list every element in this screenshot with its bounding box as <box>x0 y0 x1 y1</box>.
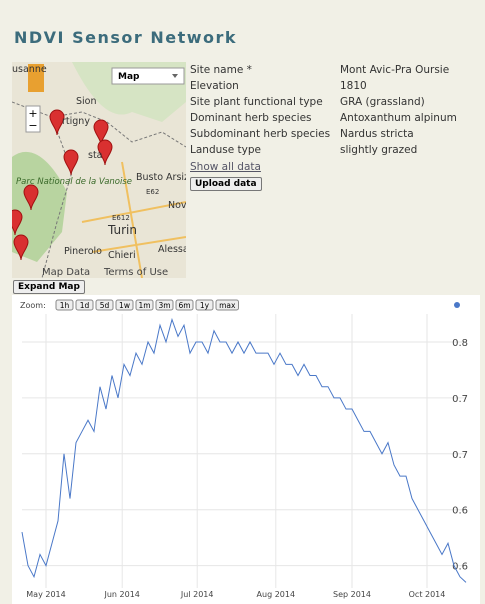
zoom-button-label[interactable]: 1y <box>200 301 210 310</box>
y-tick-label: 0.6 <box>452 562 468 573</box>
map-type: Map <box>118 72 140 82</box>
show-all-data[interactable]: Show all data <box>190 161 261 173</box>
field-label: Site name * <box>190 64 252 76</box>
zoom-button[interactable] <box>215 299 239 311</box>
zoom-button-label[interactable]: 5d <box>100 301 110 310</box>
ndvi-line <box>21 317 467 583</box>
zoom-button-label[interactable]: 1w <box>119 301 130 310</box>
legend-dot <box>454 302 460 308</box>
place: Chieri <box>108 250 136 261</box>
zoom-button-label[interactable]: max <box>219 301 236 310</box>
zoom-button[interactable] <box>135 299 154 311</box>
place: Parc National de la Vanoise <box>16 177 132 187</box>
zoom-button[interactable] <box>95 299 114 311</box>
zoom-button-label[interactable]: 1m <box>138 301 150 310</box>
place: rtigny <box>62 116 90 127</box>
field-value: Nardus stricta <box>340 128 414 140</box>
y-tick-label: 0.8 <box>452 338 468 349</box>
x-tick-label: Jun 2014 <box>103 590 139 599</box>
title: NDVI Sensor Network <box>14 28 238 47</box>
chart: Zoom: 1h 1d 5d 1w 1m 3m 6m 1y max 0.8 0.7 0.7 0.6 0.6 M… <box>12 295 480 604</box>
zoom-button-label[interactable]: 6m <box>178 301 190 310</box>
field-label: Dominant herb species <box>190 112 312 124</box>
place: Alessan <box>158 244 186 255</box>
zoom-in[interactable]: + <box>28 107 37 120</box>
x-tick-label: May 2014 <box>26 590 65 599</box>
zoom-button[interactable] <box>195 299 214 311</box>
x-tick-label: Oct 2014 <box>409 590 446 599</box>
x-tick-label: Sep 2014 <box>333 590 371 599</box>
zoom-out[interactable]: − <box>28 119 37 132</box>
field-label: Site plant functional type <box>190 96 323 108</box>
field-value: GRA (grassland) <box>340 96 425 108</box>
field-value: Mont Avic-Pra Oursie <box>340 64 450 76</box>
place: Nova <box>168 200 186 211</box>
zoom-button[interactable] <box>115 299 134 311</box>
place: Pinerolo <box>64 246 102 257</box>
zoom-button[interactable] <box>155 299 174 311</box>
field-label: Subdominant herb species <box>190 128 331 140</box>
zoom-button-label[interactable]: 1d <box>80 301 90 310</box>
road <box>81 161 186 278</box>
pegman[interactable] <box>28 64 44 92</box>
zoom-button[interactable] <box>55 299 74 311</box>
y-tick-label: 0.6 <box>452 506 468 517</box>
place: Sion <box>76 96 97 107</box>
map-data[interactable]: Map Data <box>42 267 90 278</box>
road-label: E62 <box>146 188 159 196</box>
field-label: Landuse type <box>190 144 261 156</box>
map-type-select[interactable] <box>111 67 185 85</box>
park <box>12 151 67 262</box>
road-label: E612 <box>112 214 130 222</box>
dropdown-arrow <box>172 74 178 78</box>
place: usanne <box>12 64 47 75</box>
zoom-label: Zoom: <box>20 301 46 310</box>
zoom-button[interactable] <box>75 299 94 311</box>
field-value: slightly grazed <box>340 144 418 156</box>
zoom-control[interactable] <box>25 105 41 133</box>
zoom-button-label[interactable]: 3m <box>158 301 170 310</box>
x-tick-label: Jul 2014 <box>180 590 214 599</box>
markers <box>12 109 113 261</box>
place: sta <box>88 150 103 161</box>
field-value: Antoxanthum alpinum <box>340 112 457 124</box>
y-tick-label: 0.7 <box>452 394 468 405</box>
field-value: 1810 <box>340 80 367 92</box>
place: Turin <box>107 223 137 237</box>
upload-data[interactable]: Upload data <box>190 177 262 191</box>
place: Busto Arsiz <box>136 172 186 183</box>
map[interactable]: + − Map usanne Sion rtigny sta Busto Ars… <box>12 62 186 278</box>
terms-of-use[interactable]: Terms of Use <box>103 267 168 278</box>
zoom-button[interactable] <box>175 299 194 311</box>
zoom-button-label[interactable]: 1h <box>60 301 70 310</box>
x-tick-label: Aug 2014 <box>257 590 296 599</box>
y-tick-label: 0.7 <box>452 450 468 461</box>
field-label: Elevation <box>190 80 239 92</box>
expand-map[interactable]: Expand Map <box>13 280 85 294</box>
